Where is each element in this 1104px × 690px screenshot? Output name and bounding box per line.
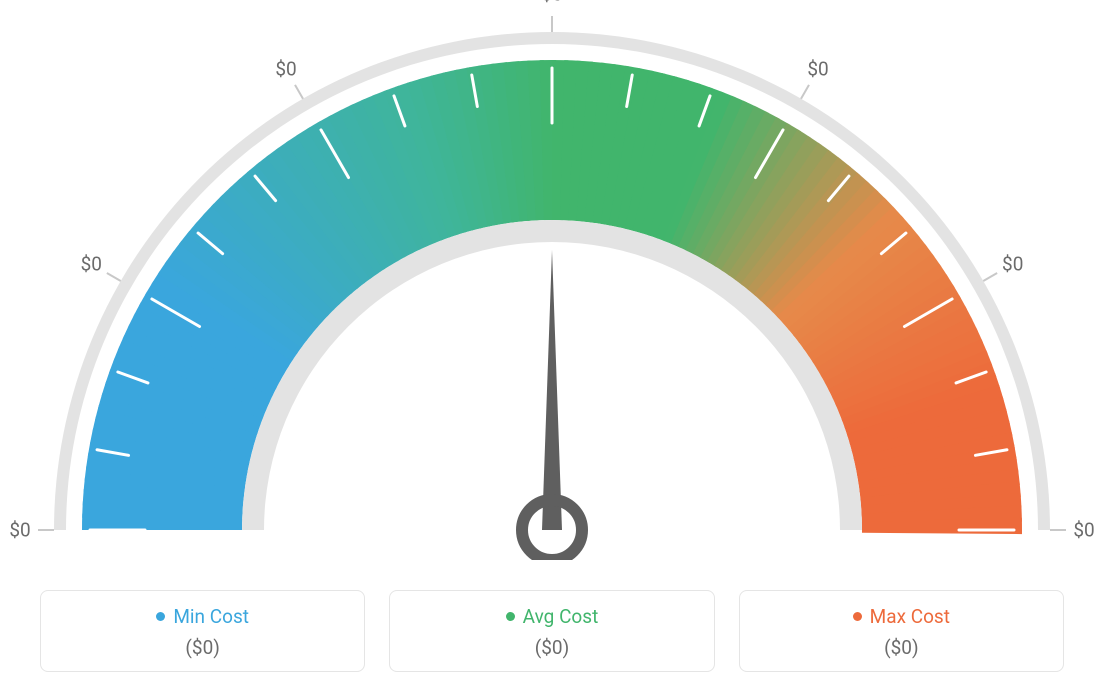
legend-title-avg: Avg Cost (506, 605, 599, 628)
legend-card-avg: Avg Cost ($0) (389, 590, 714, 672)
legend-value-min: ($0) (51, 636, 354, 659)
legend-value-max: ($0) (750, 636, 1053, 659)
gauge-tick-label: $0 (1002, 253, 1023, 276)
legend-value-avg: ($0) (400, 636, 703, 659)
legend-card-min: Min Cost ($0) (40, 590, 365, 672)
legend-title-max: Max Cost (853, 605, 950, 628)
gauge-tick-label: $0 (807, 58, 828, 81)
legend-card-max: Max Cost ($0) (739, 590, 1064, 672)
legend-label-avg: Avg Cost (523, 605, 599, 628)
legend-dot-max (853, 612, 862, 621)
gauge-tick-label: $0 (1073, 519, 1094, 542)
legend-label-min: Min Cost (173, 605, 249, 628)
gauge-chart: $0 $0 $0 $0 $0 $0 $0 (0, 0, 1104, 560)
gauge-tick-label: $0 (9, 519, 30, 542)
gauge-tick-label: $0 (541, 0, 562, 6)
legend-title-min: Min Cost (156, 605, 249, 628)
legend-row: Min Cost ($0) Avg Cost ($0) Max Cost ($0… (40, 590, 1064, 672)
legend-dot-avg (506, 612, 515, 621)
gauge-tick-label: $0 (81, 253, 102, 276)
legend-dot-min (156, 612, 165, 621)
gauge-tick-label: $0 (275, 58, 296, 81)
gauge-svg (0, 0, 1104, 560)
legend-label-max: Max Cost (870, 605, 950, 628)
